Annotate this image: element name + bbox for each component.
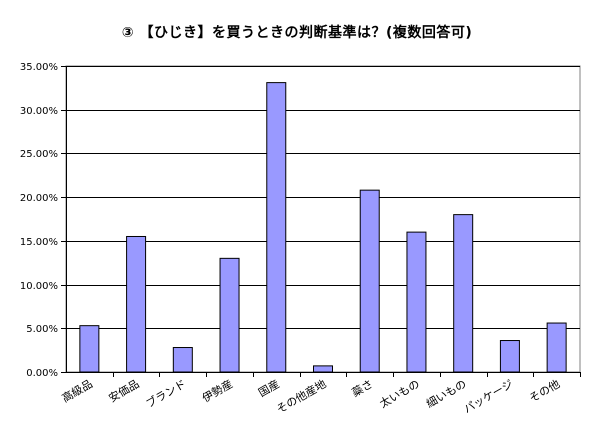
bar [546, 322, 567, 373]
x-category-label: 安価品 [106, 376, 142, 405]
bar [219, 257, 240, 373]
bar [79, 325, 100, 373]
plot-area [65, 65, 581, 373]
bar [126, 235, 147, 373]
y-tick-label: 25.00% [20, 149, 58, 160]
x-category-label: その他 [527, 377, 562, 405]
bar [266, 82, 287, 373]
y-tick-label: 20.00% [20, 193, 58, 204]
chart-title: ③ 【ひじき】を買うときの判断基準は？(複数回答可) [121, 25, 473, 41]
bar [499, 340, 520, 373]
bar [313, 365, 333, 373]
bar [172, 347, 193, 373]
x-category-label: 蘂さ [350, 377, 376, 399]
bars [79, 82, 567, 373]
bar [406, 231, 427, 373]
x-category-label: ブランド [143, 376, 188, 410]
y-tick-label: 0.00% [26, 368, 58, 379]
x-category-label: 伊勢産 [199, 376, 235, 405]
y-tick-label: 15.00% [20, 237, 58, 248]
y-tick-labels: 0.00% 5.00% 10.00% 15.00% 20.00% 25.00% 30.00%… [20, 62, 58, 379]
x-category-label: 高級品 [59, 376, 95, 405]
x-category-label: 太いもの [377, 377, 422, 410]
bar [453, 214, 474, 373]
axes [61, 66, 581, 377]
gridlines [65, 65, 581, 373]
y-tick-label: 10.00% [20, 281, 58, 292]
bar [359, 189, 380, 373]
x-category-label: その他産地 [274, 377, 328, 416]
x-category-label: 国産 [256, 377, 282, 399]
y-tick-label: 35.00% [20, 62, 58, 73]
y-tick-label: 30.00% [20, 106, 58, 117]
y-tick-label: 5.00% [26, 324, 58, 335]
x-category-label: パッケージ [461, 377, 515, 416]
